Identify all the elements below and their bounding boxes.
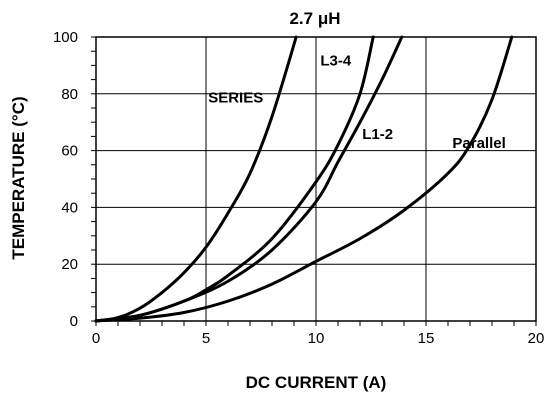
series-label-series: SERIES <box>208 89 263 106</box>
x-tick-label: 0 <box>92 330 100 347</box>
y-tick-label: 20 <box>61 256 78 273</box>
series-label-parallel: Parallel <box>452 135 505 152</box>
series-curves <box>94 35 514 323</box>
x-axis-title: DC CURRENT (A) <box>246 373 387 392</box>
chart-title: 2.7 μH <box>289 9 340 28</box>
series-labels: SERIES L3-4 L1-2 Parallel <box>208 52 506 151</box>
series-label-l1-2: L1-2 <box>362 126 393 143</box>
x-tick-label: 15 <box>418 330 435 347</box>
y-tick-label: 60 <box>61 143 78 160</box>
y-tick-label: 100 <box>53 29 78 46</box>
x-tick-label: 5 <box>202 330 210 347</box>
y-tick-labels: 0 20 40 60 80 100 <box>53 29 78 330</box>
x-tick-label: 20 <box>528 330 545 347</box>
y-tick-label: 0 <box>70 313 78 330</box>
curve-parallel <box>94 35 514 323</box>
curve-series <box>94 35 298 323</box>
y-axis-title: TEMPERATURE (°C) <box>9 96 28 259</box>
grid-lines <box>95 36 537 322</box>
x-tick-label: 10 <box>308 330 325 347</box>
x-tick-labels: 0 5 10 15 20 <box>92 330 545 347</box>
curve-l1-2 <box>94 35 404 323</box>
y-tick-label: 40 <box>61 199 78 216</box>
y-tick-label: 80 <box>61 86 78 103</box>
series-label-l3-4: L3-4 <box>320 52 352 69</box>
minor-ticks <box>91 36 537 326</box>
